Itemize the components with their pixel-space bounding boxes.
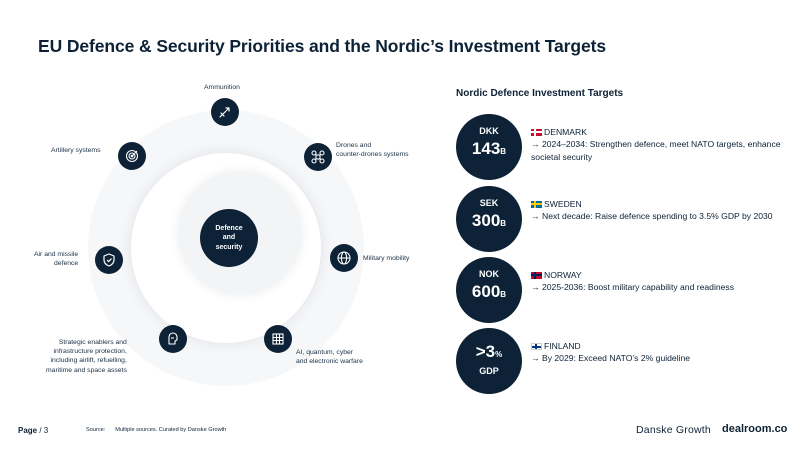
target-norway: NOK 600B NORWAY → 2025-2036: Boost milit… bbox=[456, 257, 786, 323]
target-text: → By 2029: Exceed NATO’s 2% guideline bbox=[531, 353, 691, 364]
sweden-flag-icon bbox=[531, 200, 542, 208]
badge-amount: >3% bbox=[475, 342, 503, 361]
country-name: FINLAND bbox=[544, 341, 581, 351]
page-number: Page / 3 bbox=[18, 426, 49, 435]
denmark-description: DENMARK → 2024–2034: Strengthen defence,… bbox=[531, 126, 781, 163]
target-sweden: SEK 300B SWEDEN → Next decade: Raise def… bbox=[456, 186, 786, 252]
norway-flag-icon bbox=[531, 271, 542, 279]
sweden-badge: SEK 300B bbox=[456, 186, 522, 252]
page-title: EU Defence & Security Priorities and the… bbox=[38, 36, 606, 56]
finland-badge: >3% GDP bbox=[456, 328, 522, 394]
globe-icon bbox=[330, 244, 358, 272]
badge-amount: 300B bbox=[471, 211, 507, 230]
target-denmark: DKK 143B DENMARK → 2024–2034: Strengthen… bbox=[456, 114, 786, 180]
target-text: → 2024–2034: Strengthen defence, meet NA… bbox=[531, 139, 781, 162]
sweden-description: SWEDEN → Next decade: Raise defence spen… bbox=[531, 198, 781, 223]
norway-badge: NOK 600B bbox=[456, 257, 522, 323]
nordic-section-title: Nordic Defence Investment Targets bbox=[456, 88, 624, 99]
dealroom-logo: dealroom.co bbox=[722, 423, 788, 435]
label-ai-quantum: AI, quantum, cyber and electronic warfar… bbox=[296, 349, 363, 366]
target-text: → Next decade: Raise defence spending to… bbox=[531, 211, 773, 222]
danske-growth-logo: Danske Growth bbox=[636, 424, 711, 436]
country-name: SWEDEN bbox=[544, 199, 582, 209]
badge-amount: 600B bbox=[471, 282, 507, 301]
finland-flag-icon bbox=[531, 342, 542, 350]
source-note: Source: Multiple sources. Curated by Dans… bbox=[86, 427, 227, 433]
label-air-missile: Air and missile defence bbox=[34, 251, 79, 268]
badge-currency: NOK bbox=[479, 269, 499, 279]
finland-description: FINLAND → By 2029: Exceed NATO’s 2% guid… bbox=[531, 340, 781, 365]
label-strategic-enablers: Strategic enablers and infrastructure pr… bbox=[46, 339, 127, 374]
target-icon bbox=[118, 142, 146, 170]
badge-currency: DKK bbox=[479, 126, 499, 136]
badge-currency: GDP bbox=[479, 366, 499, 376]
label-ammunition: Ammunition bbox=[204, 84, 240, 91]
core-circle: Defence and security bbox=[200, 209, 258, 267]
label-artillery: Artillery systems bbox=[51, 147, 101, 154]
target-finland: >3% GDP FINLAND → By 2029: Exceed NATO’s… bbox=[456, 328, 786, 394]
missile-icon bbox=[211, 98, 239, 126]
circuit-grid-icon bbox=[264, 325, 292, 353]
country-name: NORWAY bbox=[544, 270, 582, 280]
country-name: DENMARK bbox=[544, 127, 587, 137]
denmark-flag-icon bbox=[531, 128, 542, 136]
target-text: → 2025-2036: Boost military capability a… bbox=[531, 282, 735, 293]
norway-description: NORWAY → 2025-2036: Boost military capab… bbox=[531, 269, 781, 294]
shield-icon bbox=[95, 246, 123, 274]
helmet-icon bbox=[159, 325, 187, 353]
label-drones: Drones and counter-drones systems bbox=[336, 142, 409, 159]
badge-currency: SEK bbox=[479, 198, 499, 208]
drone-icon bbox=[304, 143, 332, 171]
label-military-mobility: Military mobility bbox=[363, 255, 410, 262]
badge-amount: 143B bbox=[471, 139, 507, 158]
denmark-badge: DKK 143B bbox=[456, 114, 522, 180]
